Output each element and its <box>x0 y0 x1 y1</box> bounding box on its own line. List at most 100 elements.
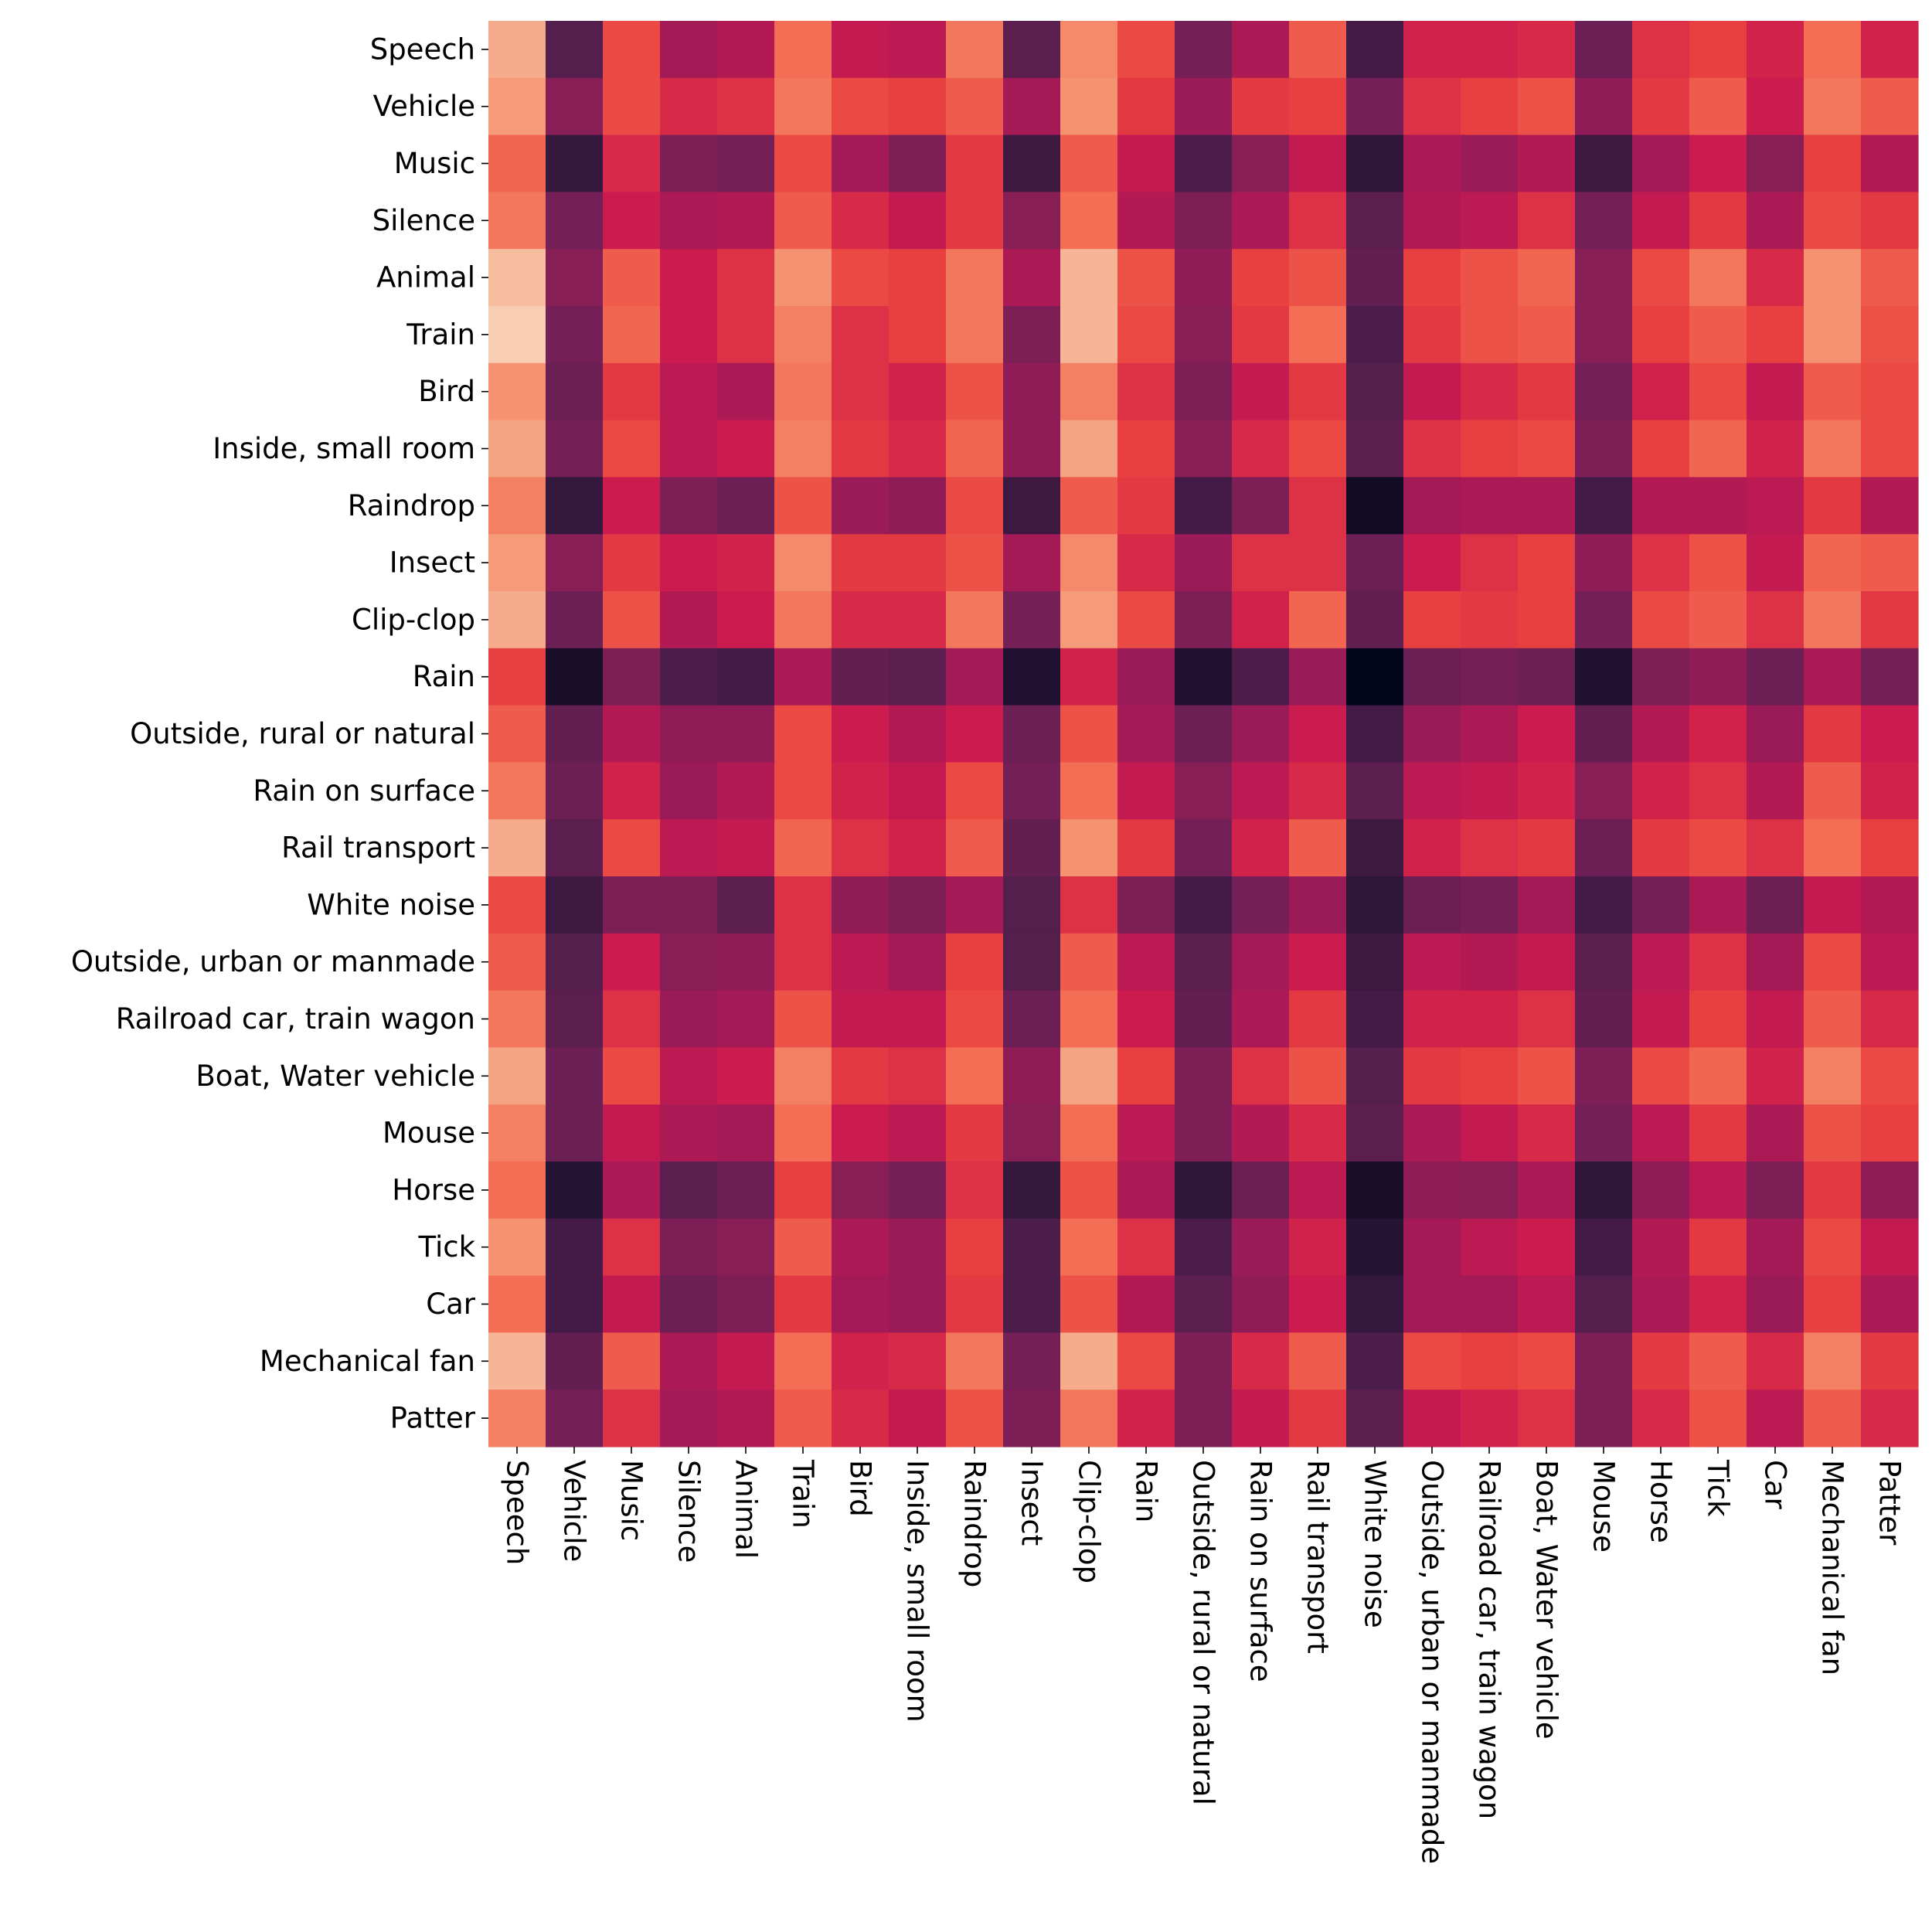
heatmap-cell-mouse-x-mouse <box>1575 1104 1633 1162</box>
heatmap-cell-outside-rural-or-natural-x-railroad-car-train-wagon <box>1461 705 1519 763</box>
y-tick-label-boat-water-vehicle: Boat, Water vehicle <box>196 1060 475 1093</box>
heatmap-cell-train-x-patter <box>1861 306 1919 364</box>
heatmap-cell-train-x-speech <box>488 306 546 364</box>
heatmap-cell-rain-on-surface-x-railroad-car-train-wagon <box>1461 762 1519 820</box>
heatmap-cell-outside-urban-or-manmade-x-inside-small-room <box>889 933 947 992</box>
heatmap-cell-boat-water-vehicle-x-vehicle <box>546 1047 604 1105</box>
heatmap-cell-speech-x-tick <box>1689 21 1747 79</box>
heatmap-cell-horse-x-horse <box>1632 1162 1690 1219</box>
heatmap-cell-rail-transport-x-rail-transport <box>1289 819 1347 877</box>
heatmap-cell-bird-x-railroad-car-train-wagon <box>1461 362 1519 421</box>
heatmap-cell-white-noise-x-outside-urban-or-manmade <box>1403 876 1461 934</box>
heatmap-cell-clip-clop-x-inside-small-room <box>889 591 947 649</box>
heatmap-cell-mouse-x-bird <box>832 1104 889 1162</box>
heatmap-cell-bird-x-speech <box>488 362 546 421</box>
heatmap-cell-white-noise-x-mouse <box>1575 876 1633 934</box>
heatmap-cell-rail-transport-x-mouse <box>1575 819 1633 877</box>
heatmap-cell-silence-x-inside-small-room <box>889 192 947 250</box>
heatmap-cell-silence-x-bird <box>832 192 889 250</box>
heatmap-cell-speech-x-rain <box>1117 21 1175 79</box>
heatmap-cell-vehicle-x-music <box>603 77 661 136</box>
heatmap-cell-outside-rural-or-natural-x-inside-small-room <box>889 705 947 763</box>
heatmap-cell-outside-rural-or-natural-x-silence <box>660 705 718 763</box>
heatmap-cell-rain-x-raindrop <box>946 648 1004 706</box>
heatmap-cell-railroad-car-train-wagon-x-mouse <box>1575 990 1633 1048</box>
heatmap-cell-mouse-x-animal <box>717 1104 775 1162</box>
heatmap-cell-raindrop-x-rain-on-surface <box>1232 477 1290 535</box>
heatmap-cell-clip-clop-x-car <box>1747 591 1804 649</box>
heatmap-cell-silence-x-mouse <box>1575 192 1633 250</box>
heatmap-cell-rail-transport-x-raindrop <box>946 819 1004 877</box>
heatmap-cell-raindrop-x-music <box>603 477 661 535</box>
heatmap-cell-outside-rural-or-natural-x-boat-water-vehicle <box>1518 705 1576 763</box>
heatmap-cell-speech-x-white-noise <box>1346 21 1404 79</box>
heatmap-cell-train-x-bird <box>832 306 889 364</box>
heatmap-cell-boat-water-vehicle-x-raindrop <box>946 1047 1004 1105</box>
heatmap-cell-speech-x-raindrop <box>946 21 1004 79</box>
heatmap-cell-clip-clop-x-white-noise <box>1346 591 1404 649</box>
heatmap-cell-rail-transport-x-speech <box>488 819 546 877</box>
heatmap-cell-silence-x-mechanical-fan <box>1804 192 1862 250</box>
heatmap-cell-insect-x-railroad-car-train-wagon <box>1461 534 1519 592</box>
x-tick-label-railroad-car-train-wagon: Railroad car, train wagon <box>1473 1460 1506 1819</box>
y-tick-label-music: Music <box>394 147 475 180</box>
heatmap-cell-bird-x-mechanical-fan <box>1804 362 1862 421</box>
heatmap-cell-raindrop-x-bird <box>832 477 889 535</box>
heatmap-cell-speech-x-animal <box>717 21 775 79</box>
heatmap-cell-rain-on-surface-x-mechanical-fan <box>1804 762 1862 820</box>
heatmap-cell-horse-x-silence <box>660 1162 718 1219</box>
heatmap-cell-animal-x-outside-rural-or-natural <box>1175 249 1233 307</box>
heatmap-cell-railroad-car-train-wagon-x-outside-rural-or-natural <box>1175 990 1233 1048</box>
heatmap-cell-train-x-railroad-car-train-wagon <box>1461 306 1519 364</box>
heatmap-cell-boat-water-vehicle-x-inside-small-room <box>889 1047 947 1105</box>
heatmap-cell-inside-small-room-x-train <box>774 420 832 478</box>
heatmap-cell-rail-transport-x-insect <box>1003 819 1061 877</box>
heatmap-cell-outside-rural-or-natural-x-animal <box>717 705 775 763</box>
heatmap-cell-raindrop-x-raindrop <box>946 477 1004 535</box>
heatmap-cell-rain-on-surface-x-outside-rural-or-natural <box>1175 762 1233 820</box>
heatmap-cell-rail-transport-x-clip-clop <box>1060 819 1118 877</box>
heatmap-cell-train-x-horse <box>1632 306 1690 364</box>
heatmap-cell-mouse-x-rain-on-surface <box>1232 1104 1290 1162</box>
heatmap-cell-music-x-raindrop <box>946 134 1004 192</box>
heatmap-cell-railroad-car-train-wagon-x-boat-water-vehicle <box>1518 990 1576 1048</box>
heatmap-cell-silence-x-boat-water-vehicle <box>1518 192 1576 250</box>
heatmap-cell-outside-urban-or-manmade-x-vehicle <box>546 933 604 992</box>
heatmap-cell-inside-small-room-x-boat-water-vehicle <box>1518 420 1576 478</box>
x-tick-label-rail-transport: Rail transport <box>1301 1460 1335 1654</box>
heatmap-cell-boat-water-vehicle-x-train <box>774 1047 832 1105</box>
heatmap-cell-white-noise-x-raindrop <box>946 876 1004 934</box>
heatmap-cell-rain-on-surface-x-tick <box>1689 762 1747 820</box>
heatmap-cell-patter-x-silence <box>660 1389 718 1447</box>
heatmap-cell-clip-clop-x-animal <box>717 591 775 649</box>
heatmap-cell-bird-x-outside-urban-or-manmade <box>1403 362 1461 421</box>
heatmap-cell-rain-x-boat-water-vehicle <box>1518 648 1576 706</box>
heatmap-cell-boat-water-vehicle-x-rain-on-surface <box>1232 1047 1290 1105</box>
heatmap-cell-tick-x-patter <box>1861 1218 1919 1277</box>
heatmap-cell-patter-x-mouse <box>1575 1389 1633 1447</box>
heatmap-cell-mouse-x-vehicle <box>546 1104 604 1162</box>
heatmap-cell-boat-water-vehicle-x-insect <box>1003 1047 1061 1105</box>
heatmap-cell-rail-transport-x-mechanical-fan <box>1804 819 1862 877</box>
heatmap-cell-vehicle-x-boat-water-vehicle <box>1518 77 1576 136</box>
heatmap-cell-boat-water-vehicle-x-tick <box>1689 1047 1747 1105</box>
heatmap-cell-insect-x-outside-rural-or-natural <box>1175 534 1233 592</box>
heatmap-cell-tick-x-bird <box>832 1218 889 1277</box>
heatmap-cell-tick-x-clip-clop <box>1060 1218 1118 1277</box>
heatmap-cell-rain-on-surface-x-patter <box>1861 762 1919 820</box>
heatmap-cell-patter-x-mechanical-fan <box>1804 1389 1862 1447</box>
x-tick-label-bird: Bird <box>844 1460 877 1517</box>
y-tick-label-insect: Insect <box>389 546 475 580</box>
heatmap-cell-patter-x-rail-transport <box>1289 1389 1347 1447</box>
heatmap-cell-clip-clop-x-insect <box>1003 591 1061 649</box>
heatmap-cell-silence-x-train <box>774 192 832 250</box>
heatmap-cell-white-noise-x-train <box>774 876 832 934</box>
heatmap-cell-bird-x-rail-transport <box>1289 362 1347 421</box>
y-tick-label-tick: Tick <box>417 1230 475 1264</box>
heatmap-cell-animal-x-outside-urban-or-manmade <box>1403 249 1461 307</box>
heatmap-cell-rain-on-surface-x-animal <box>717 762 775 820</box>
heatmap-cell-vehicle-x-railroad-car-train-wagon <box>1461 77 1519 136</box>
x-tick-label-horse: Horse <box>1645 1460 1678 1543</box>
heatmap-cell-car-x-raindrop <box>946 1275 1004 1333</box>
heatmap-cell-horse-x-inside-small-room <box>889 1162 947 1219</box>
